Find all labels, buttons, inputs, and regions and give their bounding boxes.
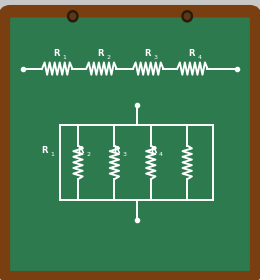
Text: 3: 3 xyxy=(153,55,157,60)
Circle shape xyxy=(184,13,190,19)
FancyBboxPatch shape xyxy=(4,11,256,277)
Text: R: R xyxy=(41,146,48,155)
Text: 3: 3 xyxy=(123,152,127,157)
Text: R: R xyxy=(53,49,59,58)
Text: R: R xyxy=(144,49,150,58)
Circle shape xyxy=(182,11,192,22)
Text: R: R xyxy=(188,49,194,58)
Text: R: R xyxy=(114,146,120,155)
Text: R: R xyxy=(150,146,157,155)
Text: 2: 2 xyxy=(86,152,90,157)
Circle shape xyxy=(70,13,76,19)
Text: 2: 2 xyxy=(107,55,110,60)
Text: R: R xyxy=(97,49,103,58)
Text: 1: 1 xyxy=(50,152,54,157)
Text: 4: 4 xyxy=(159,152,163,157)
FancyBboxPatch shape xyxy=(8,20,259,280)
Text: 1: 1 xyxy=(62,55,66,60)
Circle shape xyxy=(68,11,78,22)
Text: 4: 4 xyxy=(198,55,202,60)
Text: R: R xyxy=(77,146,84,155)
